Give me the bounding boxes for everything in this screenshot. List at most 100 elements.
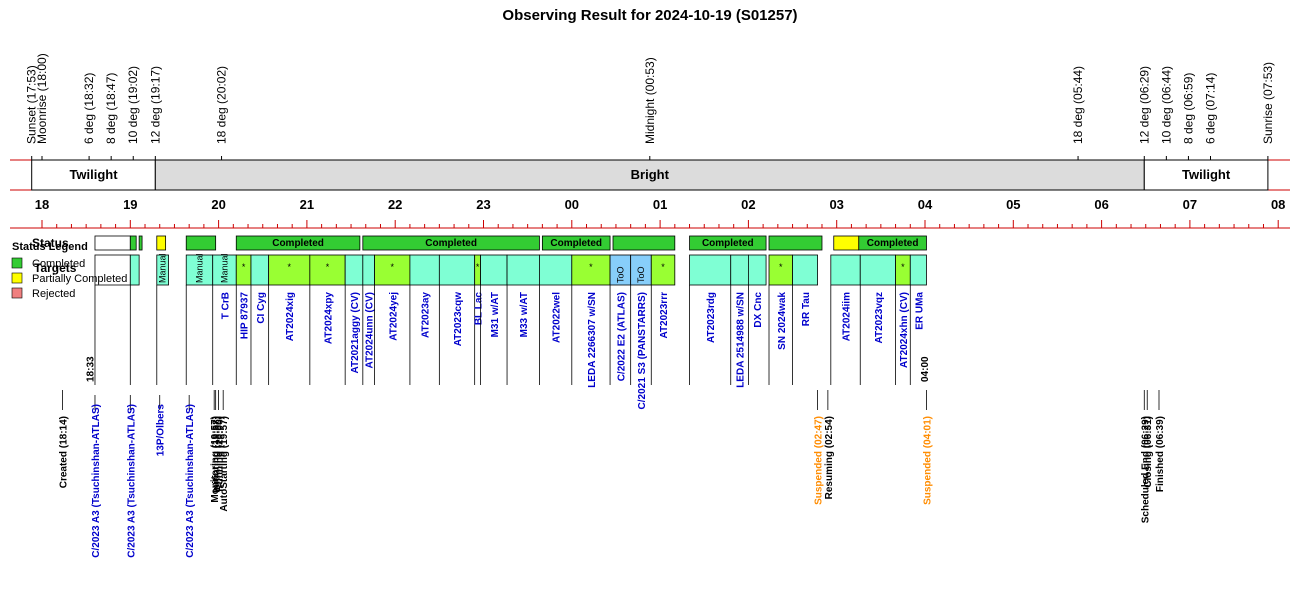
target-tag: ToO: [636, 266, 646, 283]
target-block: [309, 254, 346, 286]
hour-tick-label: 22: [388, 197, 402, 212]
target-name: LEDA 2266307 w/SN: [587, 292, 598, 388]
phase-label: Twilight: [69, 167, 118, 182]
target-name: HIP 87937: [240, 292, 251, 340]
target-name: C/2022 E2 (ATLAS): [616, 292, 627, 381]
target-block: [539, 254, 573, 286]
target-tag: Manual: [158, 253, 168, 283]
target-name: RR Tau: [801, 292, 812, 326]
legend-title: Status Legend: [12, 241, 88, 253]
target-block: [792, 254, 818, 286]
time-mark: 04:00: [920, 356, 931, 382]
event-label: 10 deg (06:44): [1159, 66, 1173, 144]
status-block: [833, 235, 860, 251]
target-block: [748, 254, 767, 286]
phase-block: [154, 159, 1145, 191]
lower-event-label: Resuming (02:54): [824, 416, 835, 499]
event-label: 8 deg (06:59): [1181, 73, 1195, 144]
target-name: AT2021aggy (CV): [350, 292, 361, 374]
legend-swatch: [11, 257, 23, 269]
target-name: AT2023ay: [421, 292, 432, 338]
lower-event-label: Closing (06:31): [1143, 416, 1154, 488]
legend-item-label: Rejected: [32, 288, 75, 300]
lower-event-label: Initiating (19:58): [212, 416, 223, 493]
targets-header: Targets: [34, 261, 77, 275]
target-tag: Manual: [219, 253, 229, 283]
hour-tick-label: 08: [1271, 197, 1285, 212]
status-block-label: Completed: [867, 238, 919, 249]
status-block-label: Completed: [272, 238, 324, 249]
bottom-target-label: C/2023 A3 (Tsuchinshan-ATLAS): [126, 404, 137, 558]
status-block: [689, 235, 767, 251]
hour-tick-label: 01: [653, 197, 667, 212]
target-name: CI Cyg: [256, 292, 267, 324]
target-name: M33 w/AT: [519, 292, 530, 337]
time-axis: 18 19 20 21 22 23 00 01 02 03 04 05 06 07 08: [10, 197, 1290, 229]
event-label: Moonrise (18:00): [35, 53, 49, 144]
phase-block: [1143, 159, 1269, 191]
target-mark: *: [390, 262, 394, 272]
hour-tick-label: 20: [211, 197, 225, 212]
bottom-target-label: C/2023 A3 (Tsuchinshan-ATLAS): [91, 404, 102, 558]
lower-event-label: Created (18:14): [59, 416, 70, 488]
target-mark: *: [242, 262, 246, 272]
target-name: AT2024iim: [842, 292, 853, 341]
event-label: Sunrise (07:53): [1261, 62, 1275, 144]
event-label: 10 deg (19:02): [126, 66, 140, 144]
lower-event-label: Suspended (04:01): [922, 416, 933, 505]
lower-event-label: Running (20:00): [215, 416, 226, 492]
target-name: AT2024xig: [285, 292, 296, 341]
target-mark: *: [901, 262, 905, 272]
event-label: 18 deg (05:44): [1071, 66, 1085, 144]
legend-swatch: [11, 287, 23, 299]
chart-title: Observing Result for 2024-10-19 (S01257): [502, 7, 797, 24]
target-mark: *: [326, 262, 330, 272]
target-block: [374, 254, 411, 286]
target-name: AT2024xpy: [324, 292, 335, 345]
target-block: [506, 254, 540, 286]
lower-event-label: Finished (06:39): [1155, 416, 1166, 492]
sun-events-layer: Sunset (17:53)Moonrise (18:00) 6 deg (18:…: [25, 53, 1275, 160]
status-block: [138, 235, 143, 251]
lower-event-label: Suspended (02:47): [814, 416, 825, 505]
lower-event-label: AutoStarting (19:57): [219, 416, 230, 512]
lower-events-layer: Created (18:14) Monitoring (19:57)AutoSta…: [59, 390, 1166, 558]
status-block: [768, 235, 823, 251]
status-block: [185, 235, 217, 251]
target-name: AT2023rdg: [706, 292, 717, 343]
target-name: BL Lac: [474, 292, 485, 326]
time-mark: 18:33: [86, 356, 97, 382]
event-label: 12 deg (06:29): [1137, 66, 1151, 144]
target-tag: ToO: [615, 266, 625, 283]
lower-event-label: Scheduled End (06:29): [1140, 416, 1151, 523]
hour-tick-label: 07: [1183, 197, 1197, 212]
target-name: ER UMa: [914, 292, 925, 330]
target-name: AT2024unn (CV): [365, 292, 376, 369]
hour-tick-label: 00: [565, 197, 579, 212]
bottom-target-label: C/2023 A3 (Tsuchinshan-ATLAS): [185, 404, 196, 558]
target-name: SN 2024wak: [777, 292, 788, 350]
status-block: [541, 235, 611, 251]
lower-event-label: Monitoring (19:57): [210, 416, 221, 503]
status-block-label: Completed: [550, 238, 602, 249]
target-block: [250, 254, 270, 286]
phase-block: [31, 159, 156, 191]
target-block: [438, 254, 476, 286]
hour-tick-label: 02: [741, 197, 755, 212]
target-name: T CrB: [220, 292, 231, 319]
legend-swatch: [11, 272, 23, 284]
target-mark: *: [589, 262, 593, 272]
event-label: Midnight (00:53): [643, 57, 657, 144]
hour-tick-label: 18: [35, 197, 49, 212]
target-name: AT2023vqz: [874, 292, 885, 344]
target-mark: *: [661, 262, 665, 272]
target-tag: Manual: [194, 253, 204, 283]
target-mark: *: [779, 262, 783, 272]
target-block: [344, 254, 364, 286]
target-name: DX Cnc: [753, 292, 764, 328]
event-label: Sunset (17:53): [25, 65, 39, 144]
target-mark: *: [287, 262, 291, 272]
hour-tick-label: 21: [300, 197, 314, 212]
hour-tick-label: 19: [123, 197, 137, 212]
